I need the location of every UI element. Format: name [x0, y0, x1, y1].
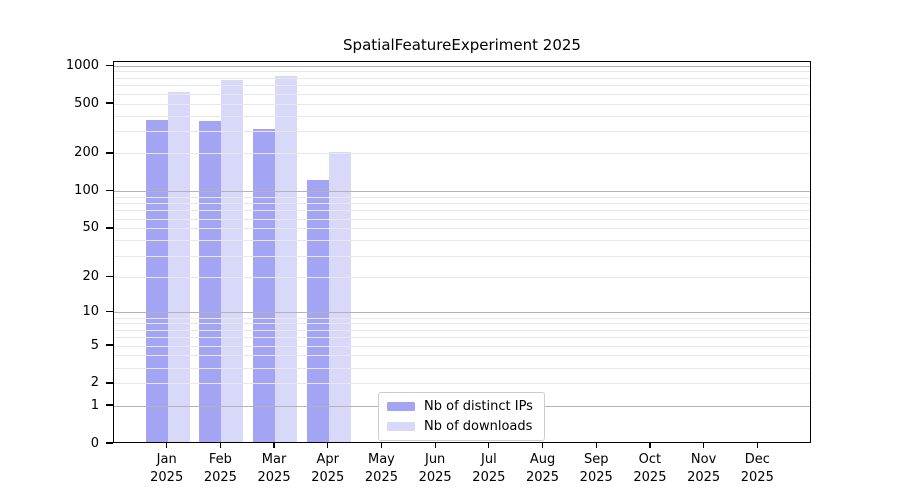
y-tick-label-2: 2 — [90, 375, 99, 391]
x-tick-jun — [434, 443, 436, 448]
y-tick-100 — [106, 190, 113, 192]
gridline-minor-90 — [114, 196, 810, 198]
gridline-major-100 — [114, 191, 810, 193]
x-tick-feb — [219, 443, 221, 448]
x-tick-may — [380, 443, 383, 448]
gridline-minor-200 — [114, 153, 810, 155]
y-tick-label-1000: 1000 — [65, 57, 99, 73]
gridline-minor-700 — [114, 85, 810, 87]
x-tick-jan — [166, 443, 168, 448]
bar-distinct-ips-feb — [199, 120, 222, 442]
gridline-major-10 — [114, 312, 810, 314]
gridline-minor-8 — [114, 323, 810, 325]
gridline-minor-3 — [114, 367, 810, 369]
bar-downloads-apr — [328, 152, 351, 442]
gridline-major-1000 — [114, 65, 810, 67]
gridline-minor-300 — [114, 131, 810, 133]
y-tick-label-100: 100 — [74, 183, 99, 199]
y-tick-10 — [106, 311, 113, 313]
x-tick-label-may: May 2025 — [364, 452, 398, 485]
chart-title: SpatialFeatureExperiment 2025 — [343, 36, 581, 54]
y-tick-500 — [106, 102, 113, 104]
x-tick-label-jul: Jul 2025 — [472, 452, 506, 485]
x-tick-dec — [756, 443, 758, 448]
gridline-minor-5 — [114, 345, 810, 347]
x-tick-apr — [327, 443, 329, 448]
x-tick-label-oct: Oct 2025 — [633, 452, 667, 485]
bars-layer — [114, 62, 810, 442]
legend-item-distinct-ips: Nb of distinct IPs — [387, 399, 535, 414]
x-tick-label-jan: Jan 2025 — [150, 452, 184, 485]
gridline-minor-800 — [114, 77, 810, 79]
x-tick-label-jun: Jun 2025 — [418, 452, 452, 485]
y-tick-0 — [106, 442, 113, 444]
legend: Nb of distinct IPs Nb of downloads — [378, 392, 545, 441]
legend-label-distinct-ips: Nb of distinct IPs — [424, 399, 533, 414]
gridline-minor-400 — [114, 115, 810, 117]
legend-item-downloads: Nb of downloads — [387, 419, 535, 434]
bar-downloads-mar — [275, 76, 298, 442]
gridline-minor-60 — [114, 218, 810, 220]
y-tick-2 — [106, 382, 113, 384]
y-tick-1000 — [106, 64, 113, 66]
gridline-minor-600 — [114, 93, 810, 95]
legend-swatch-distinct-ips — [387, 402, 415, 411]
bar-downloads-feb — [221, 79, 244, 442]
plot-area — [113, 61, 811, 443]
bar-distinct-ips-apr — [306, 179, 329, 442]
x-tick-label-aug: Aug 2025 — [525, 452, 560, 485]
y-tick-label-50: 50 — [82, 220, 99, 236]
bar-distinct-ips-mar — [253, 129, 276, 442]
gridline-minor-900 — [114, 71, 810, 73]
y-tick-label-1: 1 — [90, 397, 99, 413]
y-tick-20 — [106, 275, 113, 278]
legend-swatch-downloads — [387, 422, 415, 431]
x-tick-nov — [703, 443, 705, 448]
gridline-minor-6 — [114, 337, 810, 339]
gridline-minor-20 — [114, 277, 810, 278]
x-tick-label-mar: Mar 2025 — [257, 452, 291, 485]
y-tick-label-20: 20 — [82, 269, 99, 284]
y-tick-label-10: 10 — [82, 304, 99, 320]
y-tick-label-0: 0 — [90, 435, 99, 451]
gridline-minor-4 — [114, 355, 810, 357]
x-tick-aug — [541, 443, 544, 448]
x-tick-label-apr: Apr 2025 — [311, 452, 345, 485]
x-tick-label-feb: Feb 2025 — [203, 452, 237, 485]
gridline-minor-40 — [114, 240, 810, 242]
x-tick-label-sep: Sep 2025 — [579, 452, 613, 485]
bar-downloads-jan — [167, 92, 190, 442]
x-tick-jul — [488, 443, 490, 448]
x-tick-label-dec: Dec 2025 — [740, 452, 774, 485]
y-tick-5 — [106, 344, 113, 346]
y-tick-50 — [106, 227, 113, 229]
gridline-minor-9 — [114, 317, 810, 319]
gridline-minor-50 — [114, 228, 810, 230]
y-tick-label-500: 500 — [74, 95, 99, 111]
y-tick-1 — [106, 404, 113, 406]
gridline-minor-500 — [114, 103, 810, 105]
gridline-minor-70 — [114, 210, 810, 212]
gridline-minor-30 — [114, 255, 810, 257]
gridline-minor-2 — [114, 383, 810, 385]
x-tick-label-nov: Nov 2025 — [687, 452, 721, 485]
y-tick-200 — [106, 152, 113, 154]
legend-label-downloads: Nb of downloads — [424, 419, 533, 434]
y-tick-label-5: 5 — [90, 337, 99, 353]
x-tick-sep — [595, 443, 597, 448]
grid-layer — [114, 62, 810, 442]
y-tick-label-200: 200 — [74, 145, 99, 161]
gridline-minor-7 — [114, 329, 810, 331]
bar-distinct-ips-jan — [145, 120, 168, 442]
gridline-minor-80 — [114, 203, 810, 205]
x-tick-mar — [273, 443, 275, 448]
x-tick-oct — [649, 443, 651, 448]
